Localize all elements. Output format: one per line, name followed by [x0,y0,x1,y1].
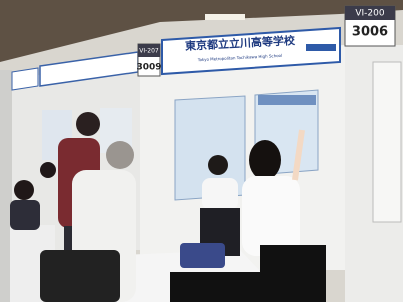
bag [170,272,280,302]
chair [180,243,225,268]
booth-code: VI-200 [355,9,385,19]
booth-number: 3009 [136,63,161,73]
poster [373,62,401,222]
ceiling-light [205,14,245,20]
booth-code: VI-207 [139,48,159,55]
poster-header [258,95,316,105]
banner-logo [306,44,336,51]
photo-scene: VI-207 3009 東京都立立川高等学校 Tokyo Metropolita… [0,0,403,302]
booth-number: 3006 [352,25,388,40]
left-sign [12,68,38,90]
